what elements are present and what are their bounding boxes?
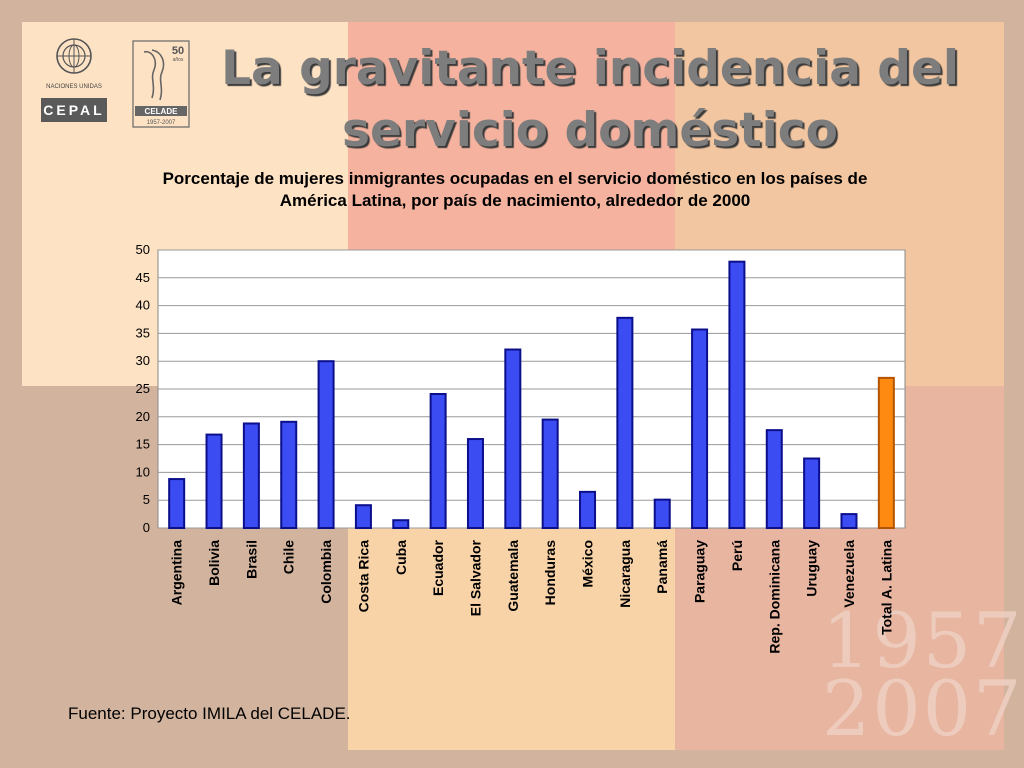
- bar-m-xico: [579, 490, 597, 529]
- x-tick-label: Colombia: [318, 540, 334, 604]
- x-tick-label: Bolivia: [206, 540, 222, 586]
- profiles-icon: [143, 49, 165, 101]
- slide-title-line-2: servicio doméstico: [342, 103, 838, 158]
- x-tick-label: Cuba: [393, 540, 409, 575]
- x-tick-label: Argentina: [169, 540, 185, 606]
- x-tick-label: Rep. Dominicana: [766, 540, 782, 654]
- y-axis-ticks: 0 5 10 15 20 25 30 35 40 45 50: [136, 242, 150, 535]
- source-note: Fuente: Proyecto IMILA del CELADE.: [68, 704, 351, 723]
- bar-bolivia: [205, 433, 223, 530]
- bar-costa-rica: [354, 504, 372, 530]
- slide-title: La gravitante incidencia del servicio do…: [200, 38, 980, 162]
- bar-rep-dominicana: [765, 429, 783, 530]
- bar-per-: [728, 260, 746, 529]
- bar-brasil: [242, 422, 260, 529]
- bar-el-salvador: [466, 438, 484, 530]
- watermark-year-start: 1957: [822, 596, 1024, 685]
- x-tick-label: El Salvador: [467, 539, 483, 616]
- y-tick-label: 0: [143, 520, 150, 535]
- bar-panam-: [653, 498, 671, 530]
- bar-paraguay: [691, 328, 709, 529]
- watermark-year-end: 2007: [822, 664, 1024, 753]
- un-emblem-icon: [56, 38, 92, 74]
- x-tick-label: Guatemala: [505, 540, 521, 612]
- y-tick-label: 40: [136, 298, 150, 313]
- x-tick-label: Paraguay: [692, 540, 708, 603]
- y-tick-label: 20: [136, 409, 150, 424]
- celade-years-number: 50: [172, 45, 184, 57]
- chart-title: Porcentaje de mujeres inmigrantes ocupad…: [80, 168, 950, 212]
- y-tick-label: 10: [136, 464, 150, 479]
- bar-honduras: [541, 418, 559, 529]
- y-tick-label: 25: [136, 381, 150, 396]
- bar-chile: [280, 420, 298, 529]
- x-tick-label: Honduras: [542, 540, 558, 606]
- un-label: NACIONES UNIDAS: [46, 84, 102, 90]
- x-tick-label: Costa Rica: [355, 540, 371, 613]
- bar-argentina: [168, 478, 186, 529]
- x-tick-label: Ecuador: [430, 539, 446, 596]
- x-tick-label: Chile: [281, 540, 297, 574]
- bar-total-a-latina: [877, 376, 895, 529]
- cepal-label: CEPAL: [43, 102, 104, 118]
- celade-dates: 1957-2007: [147, 120, 176, 126]
- bars: [168, 260, 895, 530]
- x-tick-label: Brasil: [243, 540, 259, 579]
- y-tick-label: 35: [136, 325, 150, 340]
- bar-venezuela: [840, 513, 858, 529]
- celade-label: CELADE: [145, 107, 179, 116]
- y-tick-label: 45: [136, 270, 150, 285]
- bar-colombia: [317, 360, 335, 530]
- x-tick-label: Total A. Latina: [878, 540, 894, 635]
- bar-guatemala: [504, 348, 522, 529]
- x-tick-label: Panamá: [654, 540, 670, 594]
- chart-title-line-2: América Latina, por país de nacimiento, …: [279, 191, 751, 210]
- bar-cuba: [392, 519, 410, 530]
- y-tick-label: 50: [136, 242, 150, 257]
- slide-title-line-1: La gravitante incidencia del: [221, 41, 959, 96]
- celade-years-word: años: [173, 57, 184, 63]
- bar-ecuador: [429, 393, 447, 529]
- celade-logo: 50 años CELADE 1957-2007: [132, 40, 190, 128]
- cepal-logo: NACIONES UNIDAS CEPAL: [41, 38, 107, 122]
- x-tick-label: Venezuela: [841, 540, 857, 608]
- bar-nicaragua: [616, 316, 634, 529]
- bar-uruguay: [803, 457, 821, 529]
- x-tick-label: Uruguay: [804, 540, 820, 597]
- x-axis-ticks: Argentina Bolivia Brasil Chile Colombia Costa…: [169, 539, 895, 653]
- y-tick-label: 30: [136, 353, 150, 368]
- x-tick-label: Perú: [729, 540, 745, 571]
- y-tick-label: 15: [136, 437, 150, 452]
- x-tick-label: México: [580, 540, 596, 587]
- y-tick-label: 5: [143, 492, 150, 507]
- chart-title-line-1: Porcentaje de mujeres inmigrantes ocupad…: [162, 169, 868, 188]
- x-tick-label: Nicaragua: [617, 540, 633, 608]
